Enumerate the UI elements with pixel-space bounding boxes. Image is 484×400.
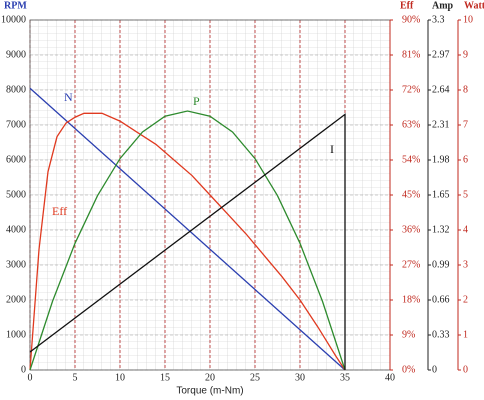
y-tick-label: 0: [463, 364, 468, 375]
y-tick-label: 90%: [402, 14, 420, 25]
y-tick-label: 6: [463, 154, 468, 165]
x-tick-label: 5: [73, 372, 78, 383]
y-tick-label: 2.31: [432, 119, 450, 130]
y-tick-label: 63%: [402, 119, 420, 130]
y-tick-label: 0: [432, 364, 437, 375]
axis-title: Eff: [400, 0, 414, 11]
y-tick-label: 4: [463, 224, 468, 235]
y-axis-title: RPM: [4, 0, 27, 11]
x-tick-label: 0: [28, 372, 33, 383]
y-tick-label: 8000: [6, 84, 26, 95]
y-tick-label: 10000: [1, 14, 26, 25]
series-label: P: [193, 94, 200, 108]
y-tick-label: 1.65: [432, 189, 450, 200]
y-tick-label: 0%: [402, 364, 415, 375]
y-tick-label: 2000: [6, 294, 26, 305]
x-tick-label: 20: [205, 372, 215, 383]
y-tick-label: 0.33: [432, 329, 450, 340]
y-tick-label: 5: [463, 189, 468, 200]
series-label: I: [330, 142, 334, 156]
y-tick-label: 3000: [6, 259, 26, 270]
y-tick-label: 8: [463, 84, 468, 95]
y-tick-label: 0: [21, 364, 26, 375]
y-tick-label: 2: [463, 294, 468, 305]
x-tick-label: 30: [295, 372, 305, 383]
y-tick-label: 81%: [402, 49, 420, 60]
x-tick-label: 10: [115, 372, 125, 383]
y-tick-label: 5000: [6, 189, 26, 200]
y-tick-label: 0.66: [432, 294, 450, 305]
y-tick-label: 4000: [6, 224, 26, 235]
y-tick-label: 2.64: [432, 84, 450, 95]
y-tick-label: 9%: [402, 329, 415, 340]
y-tick-label: 7000: [6, 119, 26, 130]
y-tick-label: 9000: [6, 49, 26, 60]
y-tick-label: 54%: [402, 154, 420, 165]
x-axis-title: Torque (m-Nm): [176, 386, 243, 397]
y-tick-label: 1000: [6, 329, 26, 340]
y-tick-label: 6000: [6, 154, 26, 165]
x-tick-label: 15: [160, 372, 170, 383]
series-line: [29, 87, 346, 371]
y-tick-label: 10: [463, 14, 473, 25]
x-tick-label: 35: [340, 372, 350, 383]
y-tick-label: 45%: [402, 189, 420, 200]
x-tick-label: 25: [250, 372, 260, 383]
y-tick-label: 18%: [402, 294, 420, 305]
y-tick-label: 0.99: [432, 259, 450, 270]
axis-title: Watt: [464, 0, 484, 11]
y-tick-label: 7: [463, 119, 468, 130]
series-label: N: [64, 90, 73, 104]
y-tick-label: 72%: [402, 84, 420, 95]
y-tick-label: 2.97: [432, 49, 450, 60]
y-tick-label: 9: [463, 49, 468, 60]
y-tick-label: 1.98: [432, 154, 450, 165]
y-tick-label: 36%: [402, 224, 420, 235]
y-tick-label: 3: [463, 259, 468, 270]
axis-title: Amp: [432, 0, 454, 11]
y-tick-label: 1.32: [432, 224, 450, 235]
y-tick-label: 3.3: [432, 14, 445, 25]
y-tick-label: 27%: [402, 259, 420, 270]
y-tick-label: 1: [463, 329, 468, 340]
series-line: [29, 110, 346, 371]
x-tick-label: 40: [385, 372, 395, 383]
series-line: [29, 113, 346, 370]
series-line: [29, 112, 346, 371]
series-label: Eff: [52, 204, 67, 218]
